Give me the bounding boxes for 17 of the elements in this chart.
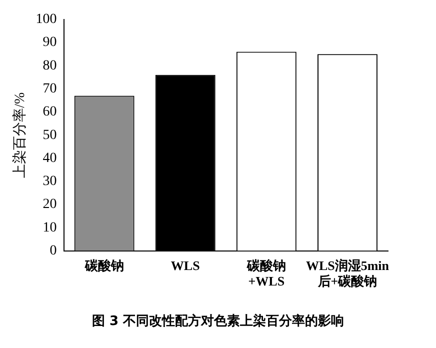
y-tick-label: 10 — [42, 220, 57, 236]
x-tick-label: 碳酸钠 +WLS — [246, 258, 286, 289]
y-tick-label: 40 — [42, 150, 57, 166]
y-tick-label: 100 — [36, 12, 57, 28]
y-tick-label: 30 — [42, 174, 57, 190]
y-tick-label: 50 — [42, 128, 57, 143]
y-tick-label: 70 — [42, 81, 57, 96]
x-tick-label: 碳酸钠 — [84, 258, 124, 273]
x-tick-label: WLS润湿5min 后+碳酸钠 — [306, 258, 390, 289]
y-tick-label: 20 — [42, 197, 57, 212]
x-tick-label: WLS — [170, 258, 200, 273]
y-tick-label: 0 — [50, 243, 57, 258]
y-tick-label: 80 — [42, 58, 57, 74]
y-tick-label: 60 — [42, 104, 57, 120]
text: 图 3 不同改性配方对色素上染百分率的影响 — [90, 312, 346, 330]
y-axis-title: 上染百分率/% — [12, 92, 28, 178]
y-tick-label: 90 — [42, 35, 57, 50]
